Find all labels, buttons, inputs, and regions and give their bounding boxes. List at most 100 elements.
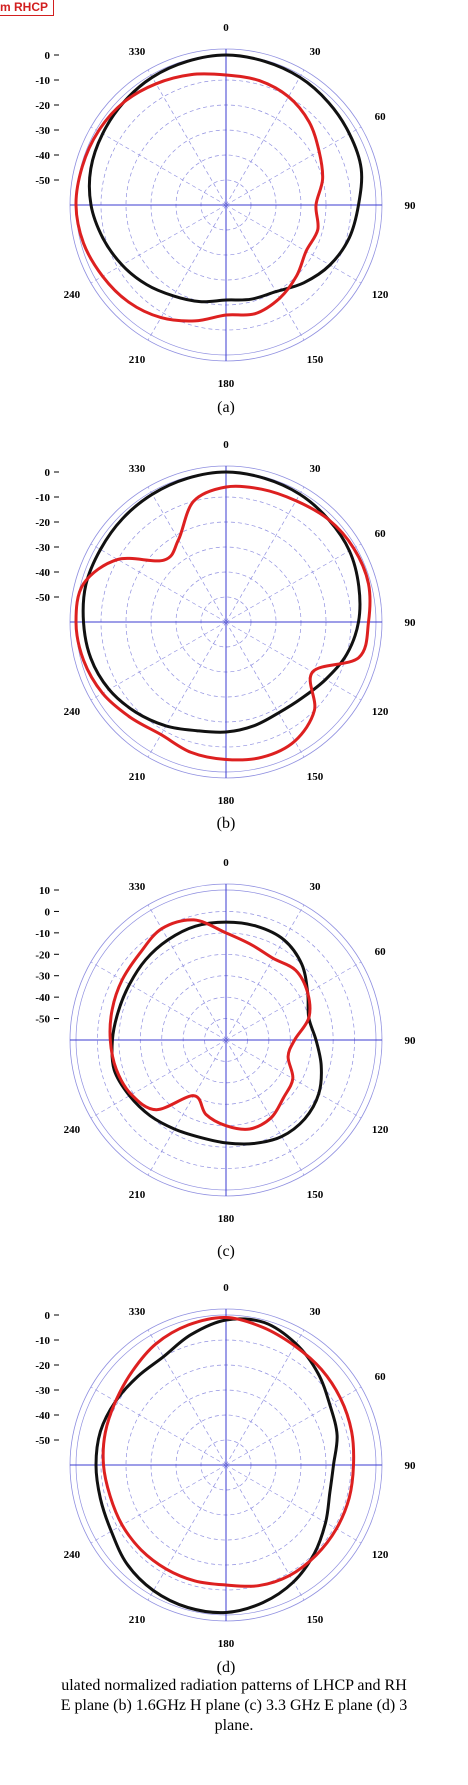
angle-tick-label: 240: [64, 706, 81, 718]
angular-gridline: [90, 961, 227, 1041]
angular-gridline: [90, 1464, 227, 1544]
angular-gridline: [225, 1386, 362, 1466]
angle-tick-label: 60: [375, 1371, 387, 1383]
angular-gridline: [147, 904, 227, 1041]
angle-tick-label: 60: [375, 111, 387, 123]
radial-tick-label: -10: [35, 492, 50, 504]
angular-gridline: [90, 126, 227, 206]
angular-gridline: [225, 543, 362, 623]
angle-tick-label: 180: [218, 1638, 235, 1650]
angular-gridline: [225, 621, 305, 758]
angular-gridline: [90, 1039, 227, 1119]
panel-label: (b): [217, 815, 236, 832]
panel-label: (c): [217, 1243, 235, 1260]
angular-gridline: [225, 204, 362, 284]
radial-tick-label: -50: [35, 1014, 50, 1026]
angular-gridline: [225, 486, 305, 623]
angle-tick-label: 180: [218, 795, 235, 807]
angle-tick-label: 0: [223, 22, 229, 34]
angle-tick-label: 30: [310, 46, 322, 58]
radial-tick-label: 0: [45, 50, 51, 62]
angular-gridline: [90, 543, 227, 623]
rhcp-pattern-curve: [108, 918, 312, 1131]
radial-tick-label: -20: [35, 517, 50, 529]
angle-tick-label: 240: [64, 1549, 81, 1561]
angle-tick-label: 180: [218, 1213, 235, 1225]
radial-tick-label: -10: [35, 928, 50, 940]
angle-tick-label: 150: [307, 771, 324, 783]
angular-gridline: [225, 961, 362, 1041]
polar-chart-4: 0 30 60 90 120 150 180 210 240 330 0 -10 -20 -30 -40 -5…: [35, 1282, 416, 1676]
angular-gridline: [147, 486, 227, 623]
angle-tick-label: 210: [129, 771, 146, 783]
angle-tick-label: 60: [375, 946, 387, 958]
angle-tick-label: 0: [223, 857, 229, 869]
lhcp-pattern-curve: [87, 53, 364, 304]
radial-tick-label: -20: [35, 949, 50, 961]
angular-gridline: [90, 204, 227, 284]
radial-tick-label: 0: [45, 467, 51, 479]
radial-tick-label: 10: [39, 885, 51, 897]
angle-tick-label: 120: [372, 289, 389, 301]
lhcp-pattern-curve: [81, 470, 362, 734]
angle-tick-label: 30: [310, 463, 322, 475]
caption-line-3: plane.: [214, 1717, 254, 1734]
angle-tick-label: 330: [129, 46, 146, 58]
legend-label: m RHCP: [0, 0, 55, 16]
polar-chart-2: 0 30 60 90 120 150 180 210 240 330 0 -10 -20 -30 -40 -5…: [35, 439, 416, 832]
angle-tick-label: 240: [64, 1124, 81, 1136]
radial-tick-label: 0: [45, 906, 51, 918]
radial-tick-label: -30: [35, 125, 50, 137]
angle-tick-label: 30: [310, 1306, 322, 1318]
angular-gridline: [225, 1464, 305, 1601]
angle-tick-label: 210: [129, 1189, 146, 1201]
angle-tick-label: 0: [223, 439, 229, 451]
angular-gridline: [225, 126, 362, 206]
panel-label: (a): [217, 399, 235, 416]
angular-gridline: [90, 621, 227, 701]
angle-tick-label: 210: [129, 354, 146, 366]
angular-gridline: [225, 1039, 305, 1176]
panel-label: (d): [217, 1659, 236, 1676]
angle-tick-label: 330: [129, 463, 146, 475]
angular-gridline: [225, 904, 305, 1041]
angular-gridline: [90, 1386, 227, 1466]
polar-chart-3: 0 30 60 90 120 150 180 210 240 330 10 0 -10 -20 -30 -40…: [35, 857, 416, 1260]
angle-tick-label: 150: [307, 1189, 324, 1201]
angular-gridline: [147, 1329, 227, 1466]
angle-tick-label: 150: [307, 354, 324, 366]
angular-gridline: [225, 204, 305, 341]
radial-tick-label: -40: [35, 150, 50, 162]
radial-tick-label: 0: [45, 1310, 51, 1322]
angle-tick-label: 90: [405, 200, 417, 212]
rhcp-pattern-curve: [74, 484, 372, 762]
angle-tick-label: 30: [310, 881, 322, 893]
angular-gridline: [225, 69, 305, 206]
rhcp-pattern-curve: [101, 1315, 356, 1588]
angle-tick-label: 60: [375, 528, 387, 540]
radial-tick-label: -20: [35, 100, 50, 112]
radial-tick-label: -30: [35, 542, 50, 554]
angular-gridline: [225, 1329, 305, 1466]
radial-tick-label: -40: [35, 567, 50, 579]
radial-tick-label: -20: [35, 1360, 50, 1372]
radial-tick-label: -50: [35, 175, 50, 187]
angular-gridline: [225, 621, 362, 701]
angle-tick-label: 90: [405, 617, 417, 629]
radial-tick-label: -10: [35, 1335, 50, 1347]
radial-tick-label: -30: [35, 1385, 50, 1397]
angle-tick-label: 210: [129, 1614, 146, 1626]
angle-tick-label: 150: [307, 1614, 324, 1626]
angular-gridline: [225, 1464, 362, 1544]
angle-tick-label: 120: [372, 1549, 389, 1561]
radial-tick-label: -40: [35, 992, 50, 1004]
angular-gridline: [147, 1464, 227, 1601]
angle-tick-label: 330: [129, 881, 146, 893]
angular-gridline: [147, 1039, 227, 1176]
angle-tick-label: 0: [223, 1282, 229, 1294]
angular-gridline: [147, 69, 227, 206]
lhcp-pattern-curve: [110, 920, 323, 1146]
figure-caption: ulated normalized radiation patterns of …: [0, 1676, 468, 1736]
angle-tick-label: 120: [372, 1124, 389, 1136]
